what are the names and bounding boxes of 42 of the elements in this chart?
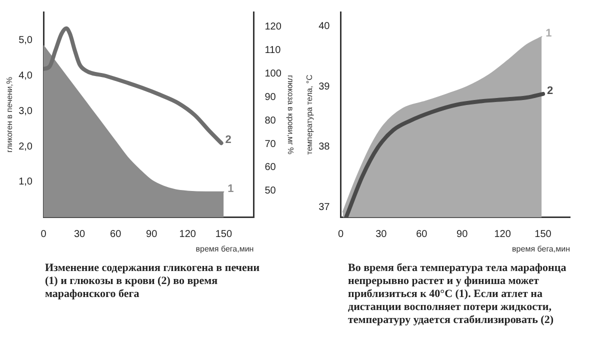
y-tick-label: 40 xyxy=(318,21,330,32)
x-tick-label: 0 xyxy=(40,229,47,240)
x-tick-label: 120 xyxy=(494,229,512,240)
y-tick-label: 5,0 xyxy=(18,35,33,46)
x-tick-label: 150 xyxy=(534,229,552,240)
y2-tick-label: 70 xyxy=(264,138,276,150)
y-tick-label: 2,0 xyxy=(18,141,33,152)
y-axis-title: температура тела, °С xyxy=(305,74,314,155)
y2-tick-label: 100 xyxy=(264,68,282,80)
y2-tick-label: 60 xyxy=(264,162,276,174)
line-series xyxy=(44,26,224,146)
series-label: 2 xyxy=(225,134,232,146)
series-label: 1 xyxy=(546,28,552,40)
y2-tick-label: 110 xyxy=(264,44,282,56)
y-tick-label: 4,0 xyxy=(18,70,33,82)
x-tick-label: 30 xyxy=(376,229,388,240)
series-label: 1 xyxy=(228,182,234,195)
y2-tick-label: 80 xyxy=(264,115,276,126)
y2-tick-label: 90 xyxy=(264,92,276,103)
x-axis-title: время бега,мин xyxy=(512,244,570,254)
x-axis-title: время бега,мин xyxy=(196,244,254,254)
y2-axis-title: глюкоза в крови,мг % xyxy=(286,75,295,154)
x-tick-label: 60 xyxy=(110,229,122,240)
y-tick-label: 1,0 xyxy=(18,176,33,188)
x-tick-label: 60 xyxy=(416,229,428,240)
y-axis-title: гликоген в печени,% xyxy=(5,76,14,152)
x-tick-label: 0 xyxy=(338,229,344,240)
x-tick-label: 90 xyxy=(456,229,468,240)
y-tick-label: 38 xyxy=(318,142,330,153)
y2-tick-label: 120 xyxy=(264,22,282,33)
y2-tick-label: 50 xyxy=(264,186,276,197)
text: Во время бега температура тела марафонца непрерывно растет и у финиша может приблизиться к 40°С (1). Если атлет на дистанции восполняет потери жидкости, температуру удается стабилизировать (2) xyxy=(348,262,568,327)
x-tick-label: 30 xyxy=(74,229,86,240)
y-tick-label: 37 xyxy=(318,202,330,213)
series-label: 2 xyxy=(547,84,554,97)
y-tick-label: 3,0 xyxy=(18,106,33,117)
x-tick-label: 90 xyxy=(146,229,158,240)
y-tick-label: 39 xyxy=(318,81,330,92)
line-series xyxy=(344,92,546,218)
x-tick-label: 120 xyxy=(179,229,196,240)
x-tick-label: 150 xyxy=(215,229,232,240)
text: Изменение содержания гликогена в печени (1) и глюкозы в крови (2) во время марафонского бега xyxy=(45,262,261,301)
